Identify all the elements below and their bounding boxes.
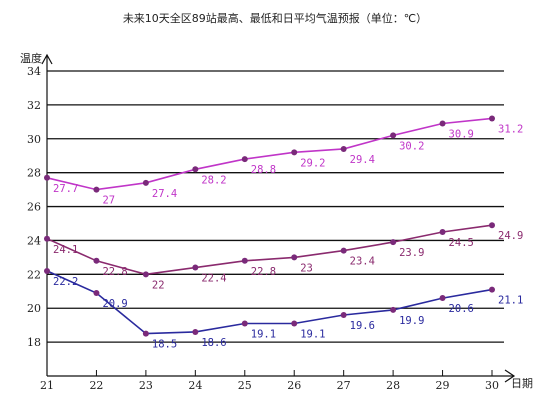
data-label-low: 18.6 (201, 337, 226, 349)
data-label-avg: 24.5 (449, 237, 474, 249)
x-tick-label: 24 (188, 379, 202, 392)
data-label-high: 28.8 (251, 164, 276, 176)
data-point-high (340, 145, 347, 152)
data-label-low: 20.6 (449, 303, 474, 315)
data-label-high: 28.2 (201, 174, 226, 186)
data-point-avg (142, 271, 149, 278)
data-point-low (241, 320, 248, 327)
series-line-low (46, 270, 493, 335)
data-label-high: 27.4 (152, 188, 177, 200)
data-label-high: 31.2 (498, 123, 523, 135)
y-axis-title: 温度 (20, 51, 42, 65)
data-point-high (192, 166, 199, 173)
data-label-avg: 23 (300, 262, 313, 274)
data-point-avg (291, 254, 298, 261)
x-tick-label: 30 (485, 379, 499, 392)
data-point-avg (390, 239, 397, 246)
data-label-low: 19.1 (251, 328, 276, 340)
data-point-low (192, 328, 199, 335)
data-point-high (439, 120, 446, 127)
x-axis-title: 日期 (511, 377, 533, 390)
data-point-high (291, 149, 298, 156)
data-point-avg (93, 257, 100, 264)
series-line-high (46, 117, 493, 191)
x-tick-label: 21 (40, 379, 54, 392)
data-point-high (241, 156, 248, 163)
data-label-avg: 23.4 (350, 256, 375, 268)
data-label-high: 29.4 (350, 154, 375, 166)
data-point-low (489, 286, 495, 293)
y-axis-arrow (41, 53, 53, 65)
data-label-low: 21.1 (498, 295, 523, 307)
data-label-high: 30.2 (399, 140, 424, 152)
y-tick-label: 22 (27, 268, 41, 281)
data-label-high: 29.2 (300, 157, 325, 169)
series-line-avg (46, 224, 493, 276)
data-point-high (93, 186, 100, 193)
data-point-low (340, 312, 347, 318)
data-point-low (390, 306, 397, 313)
data-label-avg: 24.9 (498, 230, 523, 242)
data-label-high: 30.9 (449, 129, 474, 141)
data-point-avg (340, 247, 347, 254)
grid-lines (47, 70, 504, 343)
data-point-low (44, 267, 50, 274)
data-label-low: 18.5 (152, 339, 177, 351)
data-label-avg: 24.1 (53, 244, 78, 256)
series-lines (44, 115, 495, 337)
data-point-avg (241, 257, 248, 264)
y-tick-label: 30 (27, 133, 41, 146)
data-label-avg: 22.4 (201, 273, 226, 285)
data-point-high (390, 132, 397, 139)
x-axis-arrow (504, 369, 516, 383)
x-tick-label: 29 (436, 379, 450, 392)
y-tick-label: 28 (27, 167, 41, 180)
data-label-low: 19.1 (300, 328, 325, 340)
y-tick-label: 18 (27, 336, 41, 349)
data-point-avg (192, 264, 199, 271)
x-tick-label: 23 (139, 379, 153, 392)
data-label-avg: 23.9 (399, 247, 424, 259)
data-label-avg: 22.8 (102, 266, 127, 278)
x-tick-label: 28 (386, 379, 400, 392)
data-point-low (291, 320, 298, 327)
data-point-avg (44, 235, 50, 242)
data-point-low (142, 330, 149, 337)
x-tick-label: 27 (337, 379, 351, 392)
data-labels: 27.7 27 27.4 28.2 28.8 29.2 29.4 30.2 30.9 31.2 24… (53, 123, 523, 350)
y-tick-label: 34 (27, 65, 41, 78)
data-point-high (44, 174, 50, 181)
x-tick-label: 22 (89, 379, 103, 392)
x-tick-label: 25 (238, 379, 252, 392)
data-label-low: 19.6 (350, 320, 375, 332)
x-tick-label: 26 (287, 379, 301, 392)
y-tick-label: 20 (27, 302, 41, 315)
data-point-avg (489, 222, 495, 229)
data-label-low: 22.2 (53, 276, 78, 288)
data-label-high: 27 (102, 195, 115, 207)
y-tick-label: 26 (27, 201, 41, 214)
y-tick-label: 24 (27, 234, 41, 247)
y-tick-label: 32 (27, 99, 41, 112)
data-label-avg: 22.8 (251, 266, 276, 278)
chart-title: 未来10天全区89站最高、最低和日平均气温预报（单位：℃） (123, 11, 427, 25)
data-point-avg (439, 228, 446, 235)
data-label-avg: 22 (152, 279, 165, 291)
data-point-low (93, 289, 100, 296)
data-point-low (439, 295, 446, 302)
data-label-low: 20.9 (102, 298, 127, 310)
axes: 18 20 22 24 26 28 30 32 34 21 22 23 24 25 26 27 28 29 30 (27, 53, 516, 392)
data-point-high (489, 115, 495, 122)
data-label-high: 27.7 (53, 183, 78, 195)
data-point-high (142, 179, 149, 186)
data-label-low: 19.9 (399, 315, 424, 327)
